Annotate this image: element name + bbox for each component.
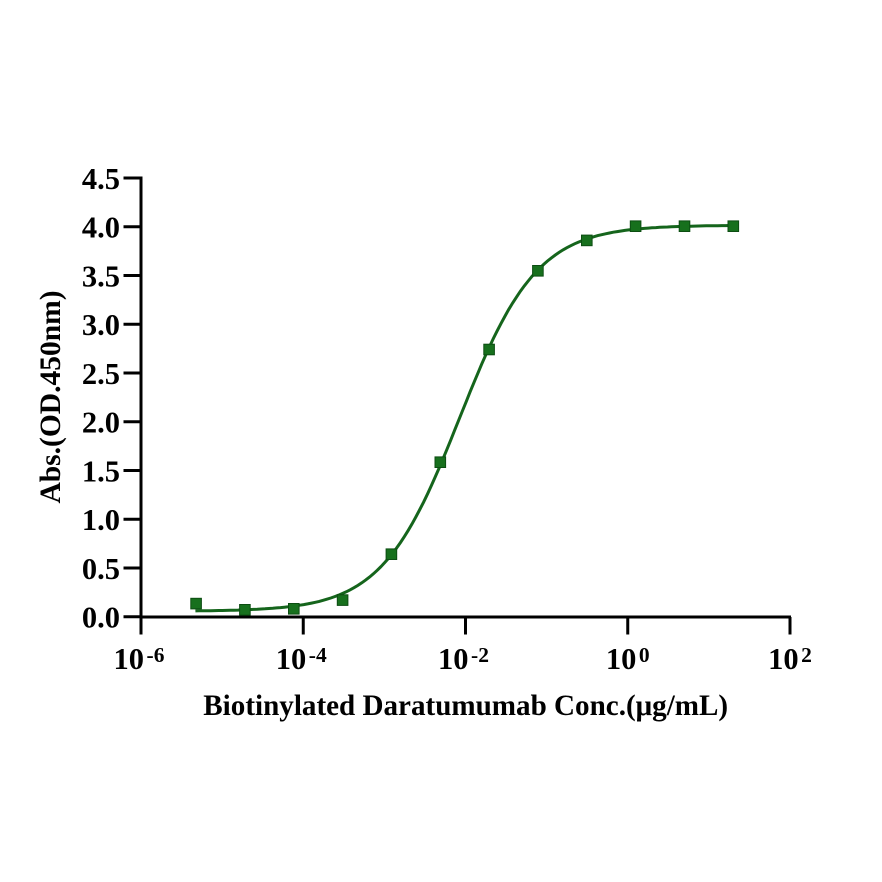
svg-text:0.5: 0.5: [82, 552, 120, 586]
svg-text:Biotinylated Daratumumab Conc.: Biotinylated Daratumumab Conc.(μg/mL): [203, 690, 728, 722]
svg-text:4.0: 4.0: [82, 211, 120, 245]
svg-text:3.0: 3.0: [82, 308, 120, 342]
svg-text:10-6: 10 -6: [114, 642, 165, 676]
svg-text:1.0: 1.0: [82, 503, 120, 537]
svg-text:Abs.(OD.450nm): Abs.(OD.450nm): [35, 290, 67, 503]
svg-text:3.5: 3.5: [82, 260, 120, 294]
svg-text:10-4: 10 -4: [276, 642, 327, 676]
svg-text:2.0: 2.0: [82, 406, 120, 440]
svg-text:2.5: 2.5: [82, 357, 120, 391]
svg-text:4.5: 4.5: [82, 162, 120, 196]
svg-text:10-2: 10 -2: [438, 642, 489, 676]
svg-text:102: 10 2: [768, 642, 812, 676]
svg-text:100: 10 0: [606, 642, 650, 676]
svg-text:0.0: 0.0: [82, 601, 120, 635]
svg-text:1.5: 1.5: [82, 455, 120, 489]
